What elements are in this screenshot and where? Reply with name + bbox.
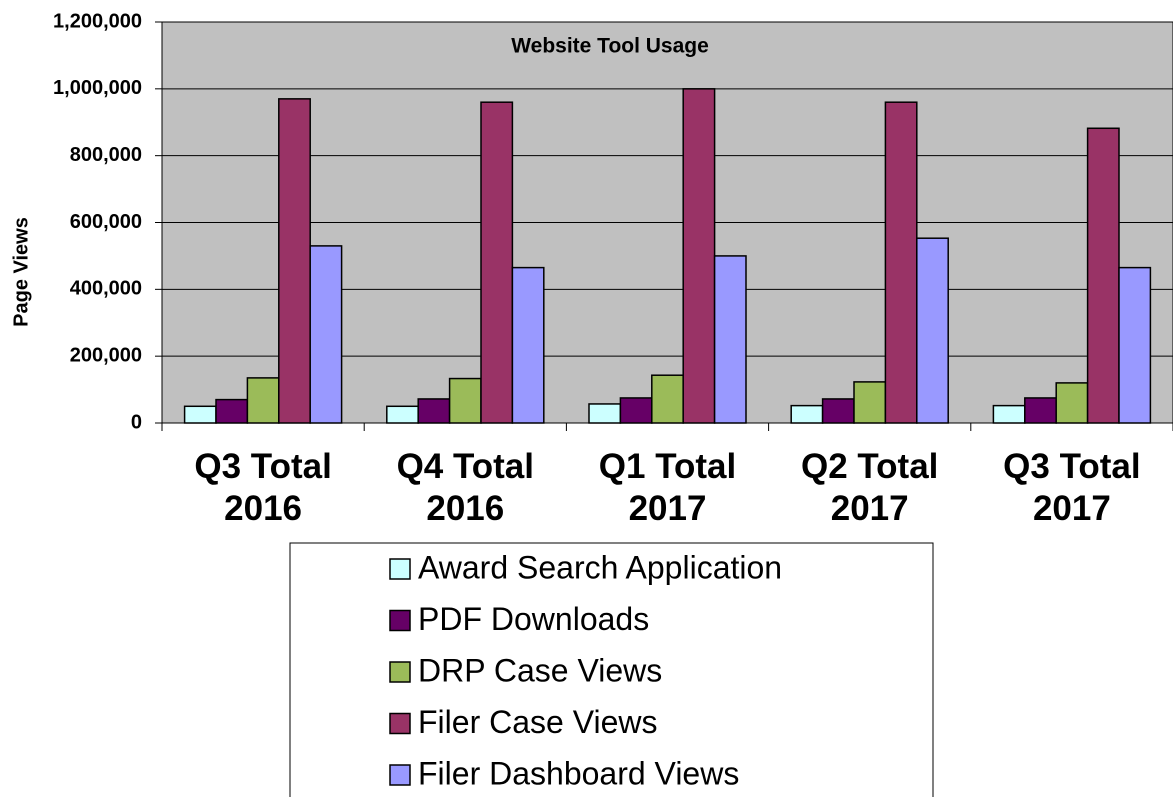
x-tick-label: Q3 Total 2017 (1003, 447, 1141, 528)
legend-swatch (389, 764, 411, 786)
bar (916, 237, 949, 424)
x-tick-label: Q2 Total 2017 (800, 447, 939, 528)
x-tick-label: Q1 Total 2017 (598, 447, 737, 528)
legend-label: DRP Case Views (418, 652, 662, 688)
y-tick-label: 0 (131, 411, 142, 433)
bar (651, 374, 684, 424)
bar (992, 404, 1026, 424)
bar (1086, 127, 1120, 424)
bar (884, 101, 918, 424)
bar (1024, 397, 1057, 424)
bar (1118, 266, 1152, 424)
legend-label: Filer Case Views (418, 704, 657, 740)
y-tick-label: 600,000 (70, 211, 142, 233)
y-tick-label: 200,000 (70, 344, 142, 366)
chart-title: Website Tool Usage (511, 35, 709, 58)
legend-label: PDF Downloads (418, 601, 649, 637)
bar (790, 404, 824, 424)
bar (278, 98, 311, 424)
bar (1055, 382, 1089, 424)
legend-swatch (389, 558, 411, 580)
bar (309, 245, 343, 424)
y-axis-label: Page Views (10, 217, 32, 327)
bar (853, 381, 887, 424)
legend-label: Filer Dashboard Views (418, 755, 739, 791)
bar (386, 405, 419, 424)
bar (821, 398, 855, 424)
bar (619, 397, 653, 424)
x-tick-label: Q3 Total 2016 (194, 447, 332, 528)
legend-swatch (389, 661, 411, 683)
bar (448, 377, 482, 424)
bar (682, 88, 716, 424)
x-tick-label: Q4 Total 2016 (396, 447, 534, 528)
bar (246, 377, 280, 424)
bar (480, 101, 514, 424)
y-tick-label: 400,000 (70, 278, 142, 300)
y-tick-label: 800,000 (70, 144, 142, 166)
y-tick-label: 1,200,000 (53, 10, 142, 32)
bar (215, 398, 249, 424)
legend-swatch (389, 609, 411, 632)
bar (588, 403, 622, 424)
bar (713, 255, 747, 424)
legend-label: Award Search Application (418, 549, 782, 585)
bar (183, 405, 217, 424)
y-tick-label: 1,000,000 (53, 77, 142, 99)
bar (417, 398, 451, 424)
bar (511, 266, 545, 424)
legend-swatch (389, 712, 411, 735)
